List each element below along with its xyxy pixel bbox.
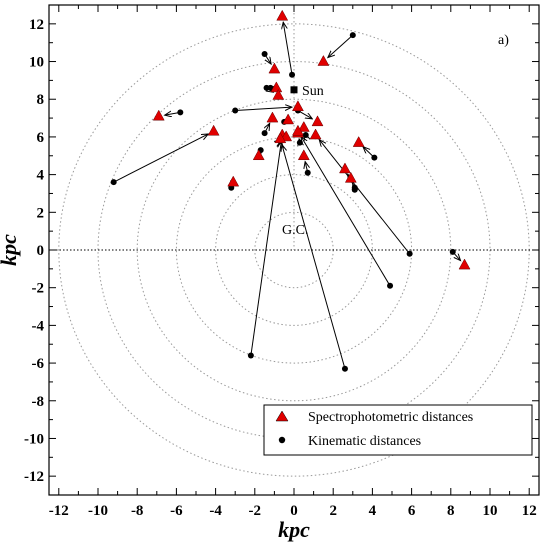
x-tick-label: -10: [88, 503, 108, 519]
kinematic-point: [449, 248, 456, 255]
y-tick-label: 0: [37, 243, 45, 259]
distance-arrow: [250, 141, 282, 356]
x-tick-label: -6: [170, 503, 183, 519]
kinematic-point: [177, 109, 184, 116]
spectro-point: [297, 149, 310, 161]
distance-arrow: [282, 145, 346, 369]
spectro-point: [291, 100, 304, 112]
galactic-center-label: G.C.: [282, 223, 308, 238]
kinematic-point: [261, 51, 268, 57]
kinematic-point: [406, 250, 413, 257]
x-tick-label: 12: [522, 503, 537, 519]
x-axis-label: kpc: [278, 517, 310, 542]
spectro-point: [152, 109, 165, 121]
spectro-point: [207, 124, 220, 136]
distance-arrow: [113, 134, 209, 183]
kinematic-point: [302, 132, 309, 139]
spectro-point: [339, 162, 351, 174]
x-tick-label: -4: [209, 503, 222, 519]
y-axis-label: kpc: [0, 234, 21, 266]
legend-box: [263, 404, 533, 456]
spectro-point: [458, 258, 471, 270]
spectro-point: [276, 9, 289, 21]
kinematic-point: [349, 32, 356, 39]
kinematic-point: [289, 71, 296, 78]
y-tick-label: 2: [37, 205, 45, 221]
y-tick-label: -8: [32, 394, 45, 410]
kinematic-point: [232, 107, 239, 114]
spectro-point: [291, 124, 304, 136]
kinematic-point: [296, 139, 303, 146]
distance-arrow: [235, 107, 292, 112]
y-tick-label: -2: [32, 281, 45, 297]
x-tick-label: 0: [290, 503, 298, 519]
y-tick-label: 6: [37, 130, 45, 146]
x-tick-label: 4: [369, 503, 377, 519]
y-tick-label: -6: [32, 356, 45, 372]
legend-spectro-label: Spectrophotometric distances: [308, 410, 473, 425]
distance-pairs: [110, 9, 471, 372]
kinematic-point: [351, 186, 358, 193]
axis-ticks: -12 -10 -8 -6 -4 -2 0 2 4 6 8 10 12 -12 -10 -8 -6 -4 -2 0 2 4…: [24, 4, 539, 519]
kinematic-point: [304, 169, 311, 176]
y-tick-label: 12: [29, 17, 44, 33]
legend-kinematic-label: Kinematic distances: [308, 434, 421, 449]
x-tick-label: 10: [483, 503, 498, 519]
y-tick-label: 10: [29, 55, 44, 71]
spectro-point: [272, 88, 285, 100]
x-tick-label: 6: [408, 503, 416, 519]
y-tick-label: -12: [24, 469, 44, 485]
spectro-point: [282, 113, 295, 125]
grid-circles: [49, 5, 539, 477]
kinematic-point: [261, 130, 268, 137]
distance-arrow: [283, 22, 293, 75]
sun-marker: [290, 86, 298, 94]
spectro-point: [270, 81, 283, 93]
y-tick-label: 4: [37, 168, 45, 184]
kinematic-point: [110, 179, 117, 186]
kinematic-point: [341, 365, 348, 372]
legend: Spectrophotometric distances Kinematic d…: [263, 404, 533, 456]
spectro-point: [352, 136, 365, 147]
x-tick-label: 2: [329, 503, 337, 519]
kinematic-point: [263, 84, 270, 91]
y-tick-label: 8: [37, 92, 45, 108]
spectro-point: [344, 171, 357, 183]
kinematic-point: [247, 352, 254, 359]
y-tick-label: -10: [24, 431, 44, 447]
spectro-point: [227, 175, 240, 187]
x-tick-label: -8: [131, 503, 144, 519]
x-tick-label: 8: [447, 503, 455, 519]
spectro-point: [274, 132, 287, 144]
x-tick-label: -12: [49, 503, 69, 519]
legend-circle-icon: [278, 436, 286, 444]
spectro-point: [311, 115, 324, 127]
spectro-point: [252, 149, 265, 161]
distance-arrow: [328, 34, 354, 57]
spectro-point: [309, 128, 322, 140]
grid-circle: [175, 136, 413, 364]
distance-arrow: [319, 140, 411, 255]
panel-label: a): [498, 33, 509, 48]
sun-label: Sun: [302, 84, 324, 99]
spectro-point: [297, 120, 310, 132]
spectro-point: [268, 62, 281, 74]
kinematic-point: [387, 282, 394, 289]
kinematic-point: [371, 154, 378, 161]
x-tick-label: -2: [249, 503, 262, 519]
y-tick-label: -4: [32, 318, 45, 334]
legend-triangle-icon: [275, 410, 289, 422]
distance-arrow: [301, 136, 391, 287]
spectro-point: [266, 111, 279, 123]
spectro-point: [317, 55, 330, 66]
